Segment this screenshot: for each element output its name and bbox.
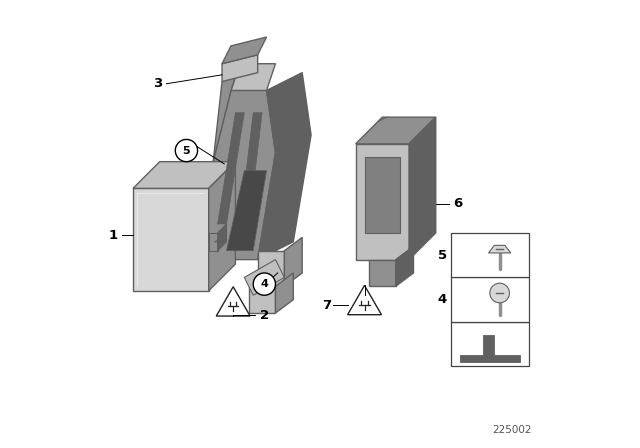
Polygon shape	[284, 237, 302, 286]
Polygon shape	[356, 144, 409, 260]
Polygon shape	[209, 162, 236, 291]
Polygon shape	[348, 285, 381, 314]
Polygon shape	[209, 233, 218, 251]
Circle shape	[490, 283, 509, 303]
Text: 1: 1	[108, 228, 117, 241]
Polygon shape	[258, 73, 311, 260]
Polygon shape	[409, 117, 436, 260]
Polygon shape	[396, 246, 413, 286]
Polygon shape	[133, 162, 236, 188]
Polygon shape	[222, 55, 258, 82]
Polygon shape	[356, 117, 436, 144]
Polygon shape	[369, 260, 396, 286]
Polygon shape	[460, 335, 520, 362]
Bar	[451, 322, 529, 366]
Polygon shape	[258, 251, 284, 286]
Polygon shape	[231, 64, 275, 90]
Text: 225002: 225002	[492, 426, 531, 435]
Polygon shape	[275, 273, 293, 313]
Polygon shape	[213, 64, 240, 162]
Polygon shape	[365, 157, 400, 233]
Polygon shape	[218, 224, 227, 251]
Bar	[451, 233, 529, 277]
Circle shape	[253, 273, 275, 295]
Bar	[451, 277, 529, 322]
Polygon shape	[227, 171, 267, 251]
Text: 5: 5	[182, 146, 190, 155]
Text: 7: 7	[322, 298, 331, 311]
Polygon shape	[488, 246, 511, 253]
Polygon shape	[133, 188, 209, 291]
Polygon shape	[244, 260, 284, 295]
Text: 4: 4	[438, 293, 447, 306]
Circle shape	[175, 139, 198, 162]
Text: 6: 6	[454, 198, 463, 211]
Polygon shape	[249, 286, 275, 313]
Polygon shape	[240, 113, 262, 224]
Text: 5: 5	[438, 249, 447, 262]
Polygon shape	[216, 287, 250, 316]
Text: 2: 2	[260, 309, 269, 322]
Polygon shape	[222, 37, 267, 64]
Polygon shape	[213, 90, 275, 260]
Text: 4: 4	[260, 279, 268, 289]
Text: 3: 3	[153, 77, 162, 90]
Polygon shape	[218, 113, 244, 224]
